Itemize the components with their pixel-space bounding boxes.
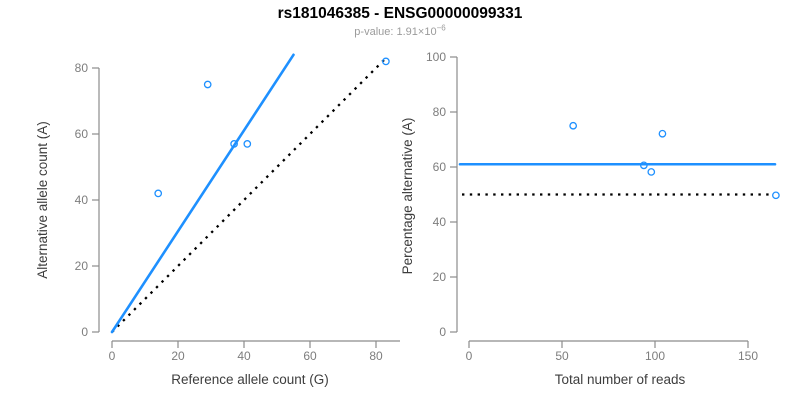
left-solid-fit-line	[110, 53, 295, 334]
left-data-point	[243, 140, 252, 148]
pvalue-exponent: −6	[436, 23, 446, 33]
left-x-tick-label: 80	[369, 349, 383, 363]
left-x-tick-label: 40	[237, 349, 251, 363]
right-data-point	[647, 168, 656, 176]
left-y-tick-label: 60	[75, 127, 89, 141]
left-dotted-reference-line	[111, 57, 387, 333]
right-x-tick-label: 0	[466, 349, 473, 363]
right-y-tick-label: 80	[433, 105, 447, 119]
right-data-point	[639, 161, 648, 170]
left-y-tick-label: 80	[75, 61, 89, 75]
right-data-point	[569, 121, 578, 130]
right-data-point	[772, 191, 780, 200]
left-x-axis-title: Reference allele count (G)	[171, 372, 329, 387]
chart-header: rs181046385 - ENSG00000099331 p-value: 1…	[0, 0, 800, 38]
right-x-tick-label: 150	[738, 349, 758, 363]
left-y-tick-label: 0	[81, 325, 88, 339]
right-y-tick-label: 20	[433, 270, 447, 284]
left-data-point	[203, 80, 212, 89]
left-y-tick-label: 40	[75, 193, 89, 207]
left-data-point	[154, 189, 163, 198]
right-data-point	[658, 129, 667, 138]
right-y-tick-label: 0	[439, 325, 446, 339]
right-y-tick-label: 60	[433, 160, 447, 174]
left-data-point	[230, 140, 238, 148]
right-y-axis-title: Percentage alternative (A)	[400, 118, 415, 275]
chart-subtitle: p-value: 1.91×10−6	[0, 23, 800, 38]
left-y-axis-title: Alternative allele count (A)	[35, 121, 50, 279]
right-x-tick-label: 100	[645, 349, 665, 363]
right-y-tick-label: 100	[426, 50, 446, 64]
chart-title: rs181046385 - ENSG00000099331	[277, 5, 523, 22]
pvalue-text: p-value: 1.91×10	[354, 26, 437, 38]
left-x-tick-label: 20	[171, 349, 185, 363]
right-x-tick-label: 50	[555, 349, 569, 363]
right-y-tick-label: 40	[433, 215, 447, 229]
left-y-tick-label: 20	[75, 259, 89, 273]
left-x-tick-label: 0	[109, 349, 116, 363]
left-x-tick-label: 60	[303, 349, 317, 363]
left-data-point	[382, 57, 390, 66]
right-x-axis-title: Total number of reads	[555, 372, 686, 387]
